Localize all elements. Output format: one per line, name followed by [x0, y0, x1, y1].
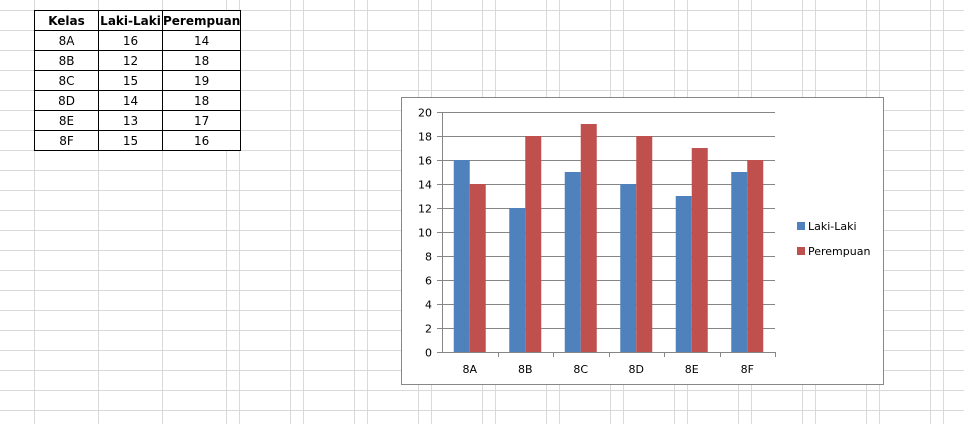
chart-object[interactable]: 0 2 4 6 8 10 12 14 16 18 20 8A 8B 8C 8D 8E 8F Laki-Laki Pe… [401, 97, 884, 385]
y-tick-label: 18 [418, 131, 432, 144]
header-cell-perempuan[interactable]: Perempuan [161, 10, 242, 31]
bar-chart: 0 2 4 6 8 10 12 14 16 18 20 8A 8B 8C 8D 8E 8F Laki-Laki Pe… [418, 107, 870, 377]
bar-laki-laki-8b[interactable] [509, 208, 526, 352]
bar-perempuan-8d[interactable] [636, 136, 653, 352]
legend-swatch [797, 247, 805, 255]
bar-laki-laki-8a[interactable] [453, 160, 470, 352]
cell-laki-laki[interactable]: 15 [98, 130, 163, 151]
y-tick-label: 6 [425, 275, 432, 288]
cell-kelas[interactable]: 8F [34, 130, 99, 151]
y-tick-label: 20 [418, 107, 432, 120]
bar-laki-laki-8c[interactable] [564, 172, 581, 352]
x-tick-label: 8F [741, 363, 754, 376]
data-table: Kelas Laki-Laki Perempuan 8A 16 14 8B 12… [34, 10, 242, 151]
x-tick-label: 8A [462, 363, 477, 376]
cell-kelas[interactable]: 8E [34, 110, 99, 131]
cell-perempuan[interactable]: 19 [161, 70, 242, 91]
y-tick-label: 2 [425, 323, 432, 336]
x-tick-label: 8D [629, 363, 644, 376]
cell-perempuan[interactable]: 18 [161, 90, 242, 111]
cell-kelas[interactable]: 8B [34, 50, 99, 71]
table-row: 8D 14 18 [34, 90, 242, 111]
table-row: 8F 15 16 [34, 130, 242, 151]
table-row: 8B 12 18 [34, 50, 242, 71]
bar-laki-laki-8e[interactable] [675, 196, 692, 352]
cell-laki-laki[interactable]: 12 [98, 50, 163, 71]
bar-perempuan-8b[interactable] [525, 136, 542, 352]
legend-label: Perempuan [808, 245, 870, 258]
table-row: 8A 16 14 [34, 30, 242, 51]
cell-perempuan[interactable]: 18 [161, 50, 242, 71]
cell-kelas[interactable]: 8A [34, 30, 99, 51]
x-tick-label: 8E [685, 363, 699, 376]
bar-laki-laki-8f[interactable] [731, 172, 748, 352]
bar-perempuan-8a[interactable] [469, 184, 486, 352]
cell-perempuan[interactable]: 14 [161, 30, 242, 51]
header-cell-laki-laki[interactable]: Laki-Laki [98, 10, 163, 31]
cell-laki-laki[interactable]: 14 [98, 90, 163, 111]
cell-laki-laki[interactable]: 13 [98, 110, 163, 131]
x-tick-label: 8B [518, 363, 533, 376]
cell-perempuan[interactable]: 16 [161, 130, 242, 151]
cell-laki-laki[interactable]: 15 [98, 70, 163, 91]
header-cell-kelas[interactable]: Kelas [34, 10, 99, 31]
x-tick-label: 8C [573, 363, 588, 376]
y-tick-label: 8 [425, 251, 432, 264]
y-tick-label: 0 [425, 347, 432, 360]
y-tick-label: 4 [425, 299, 432, 312]
bar-perempuan-8f[interactable] [747, 160, 764, 352]
bar-laki-laki-8d[interactable] [620, 184, 637, 352]
y-tick-label: 12 [418, 203, 432, 216]
cell-kelas[interactable]: 8C [34, 70, 99, 91]
y-tick-label: 14 [418, 179, 432, 192]
table-header-row: Kelas Laki-Laki Perempuan [34, 10, 242, 31]
bar-perempuan-8c[interactable] [580, 124, 597, 352]
cell-perempuan[interactable]: 17 [161, 110, 242, 131]
cell-kelas[interactable]: 8D [34, 90, 99, 111]
legend-swatch [797, 222, 805, 230]
y-tick-label: 10 [418, 227, 432, 240]
y-tick-label: 16 [418, 155, 432, 168]
cell-laki-laki[interactable]: 16 [98, 30, 163, 51]
table-row: 8E 13 17 [34, 110, 242, 131]
legend-label: Laki-Laki [808, 220, 857, 233]
bar-perempuan-8e[interactable] [691, 148, 708, 352]
table-row: 8C 15 19 [34, 70, 242, 91]
